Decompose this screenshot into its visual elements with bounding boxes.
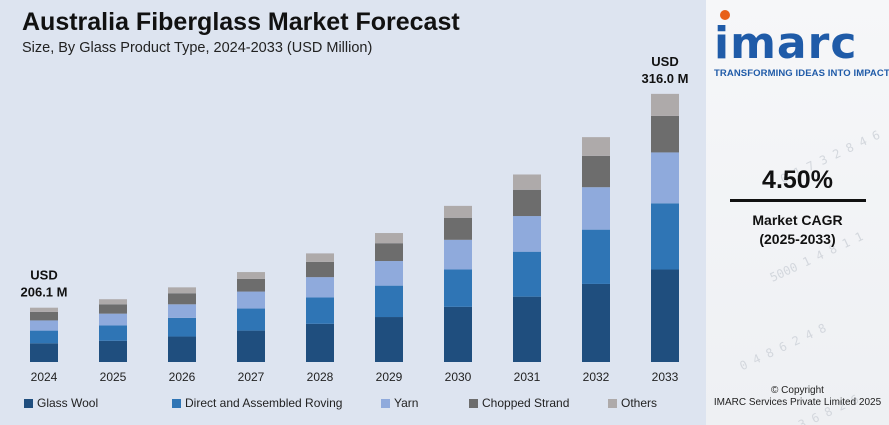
- bar-segment: [651, 93, 679, 116]
- x-tick-label: 2028: [307, 370, 334, 384]
- bar-segment: [651, 269, 679, 362]
- legend-item: Yarn: [381, 396, 418, 410]
- legend-item: Glass Wool: [24, 396, 98, 410]
- bar-segment: [168, 317, 196, 337]
- bar-segment: [99, 325, 127, 341]
- bar-segment: [582, 137, 610, 156]
- bar-segment: [306, 253, 334, 262]
- value-callout-unit: USD: [651, 54, 678, 69]
- chart-legend: Glass Wool Direct and Assembled Roving Yar…: [24, 396, 704, 412]
- bar-segment: [651, 115, 679, 153]
- logo-tagline: TRANSFORMING IDEAS INTO IMPACT: [714, 68, 889, 79]
- bar-segment: [375, 261, 403, 286]
- bar-segment: [30, 320, 58, 331]
- bar-segment: [444, 217, 472, 240]
- x-tick-label: 2031: [514, 370, 541, 384]
- cagr-divider: [730, 199, 866, 202]
- cagr-label-block: Market CAGR (2025-2033): [706, 211, 889, 249]
- bar-segment: [444, 306, 472, 362]
- bar-segment: [306, 261, 334, 278]
- bar-segment: [582, 229, 610, 284]
- bar-segment: [582, 155, 610, 188]
- bar-segment: [237, 272, 265, 279]
- bar-segment: [30, 343, 58, 362]
- stacked-bar-chart: 2024 2025 2026 2027 2028 2029 2030 2031 2032 2033…: [21, 54, 689, 384]
- cagr-value: 4.50%: [762, 166, 833, 194]
- background-watermark-digits: 0 4 8 6 2 4 8: [737, 320, 829, 374]
- x-tick-label: 2027: [238, 370, 265, 384]
- side-panel: 0 1 7 3 2 8 4 6 5000 1 4 8 1 1 0 4 8 6 2…: [706, 0, 889, 425]
- chart-subtitle: Size, By Glass Product Type, 2024-2033 (…: [22, 40, 373, 56]
- bar-segment: [306, 277, 334, 298]
- legend-label: Yarn: [394, 396, 419, 410]
- bar-segment: [237, 330, 265, 362]
- logo-text: imarc: [714, 18, 858, 69]
- bar-segment: [306, 323, 334, 362]
- bar-segment: [237, 278, 265, 292]
- value-callout-amount: 316.0 M: [642, 71, 689, 86]
- bar-segment: [375, 233, 403, 244]
- legend-item: Chopped Strand: [469, 396, 569, 410]
- legend-swatch: [469, 398, 478, 408]
- bar-segment: [168, 287, 196, 294]
- legend-label: Glass Wool: [37, 396, 99, 410]
- x-tick-label: 2025: [100, 370, 127, 384]
- legend-swatch: [172, 398, 181, 408]
- bar-segment: [513, 189, 541, 217]
- cagr-period: (2025-2033): [759, 231, 836, 247]
- bar-segment: [168, 336, 196, 362]
- x-tick-label: 2024: [31, 370, 58, 384]
- bar-segment: [375, 243, 403, 262]
- legend-swatch: [608, 398, 617, 408]
- bar-segment: [513, 296, 541, 362]
- bar-segment: [237, 308, 265, 331]
- legend-item: Direct and Assembled Roving: [172, 396, 342, 410]
- logo-dot-icon: [720, 10, 730, 20]
- x-tick-label: 2032: [583, 370, 610, 384]
- bar-segment: [444, 269, 472, 307]
- legend-swatch: [24, 398, 33, 408]
- bar-segment: [168, 304, 196, 318]
- bar-segment: [306, 297, 334, 324]
- bar-segment: [582, 187, 610, 230]
- legend-item: Others: [608, 396, 657, 410]
- x-tick-label: 2030: [445, 370, 472, 384]
- legend-label: Direct and Assembled Roving: [185, 396, 343, 410]
- value-callout-unit: USD: [30, 268, 57, 283]
- bar-segment: [582, 283, 610, 362]
- bar-segment: [30, 330, 58, 344]
- imarc-logo: imarc TRANSFORMING IDEAS INTO IMPACT: [714, 10, 889, 79]
- bar-segment: [30, 307, 58, 312]
- copyright-line-1: © Copyright: [771, 385, 824, 396]
- x-tick-label: 2026: [169, 370, 196, 384]
- bar-segment: [375, 317, 403, 362]
- legend-swatch: [381, 398, 390, 408]
- bar-segment: [99, 340, 127, 362]
- bar-segment: [651, 152, 679, 204]
- bar-segment: [237, 291, 265, 309]
- x-tick-label: 2033: [652, 370, 679, 384]
- legend-label: Others: [621, 396, 658, 410]
- bar-segment: [513, 216, 541, 252]
- copyright: © Copyright IMARC Services Private Limit…: [706, 385, 889, 409]
- bar-segment: [99, 304, 127, 314]
- bar-segment: [444, 205, 472, 218]
- copyright-line-2: IMARC Services Private Limited 2025: [713, 397, 882, 408]
- chart-title: Australia Fiberglass Market Forecast: [22, 8, 460, 36]
- legend-label: Chopped Strand: [482, 396, 570, 410]
- logo-wordmark: imarc: [714, 10, 886, 66]
- bar-segment: [444, 239, 472, 270]
- x-tick-label: 2029: [376, 370, 403, 384]
- bar-segment: [513, 251, 541, 297]
- bar-segment: [651, 203, 679, 270]
- value-callout-amount: 206.1 M: [21, 285, 68, 300]
- bar-segment: [30, 311, 58, 321]
- bar-segment: [375, 285, 403, 318]
- bar-segment: [168, 293, 196, 305]
- bar-segment: [513, 174, 541, 190]
- bar-segment: [99, 299, 127, 305]
- bar-segment: [99, 313, 127, 326]
- cagr-label: Market CAGR: [752, 212, 843, 228]
